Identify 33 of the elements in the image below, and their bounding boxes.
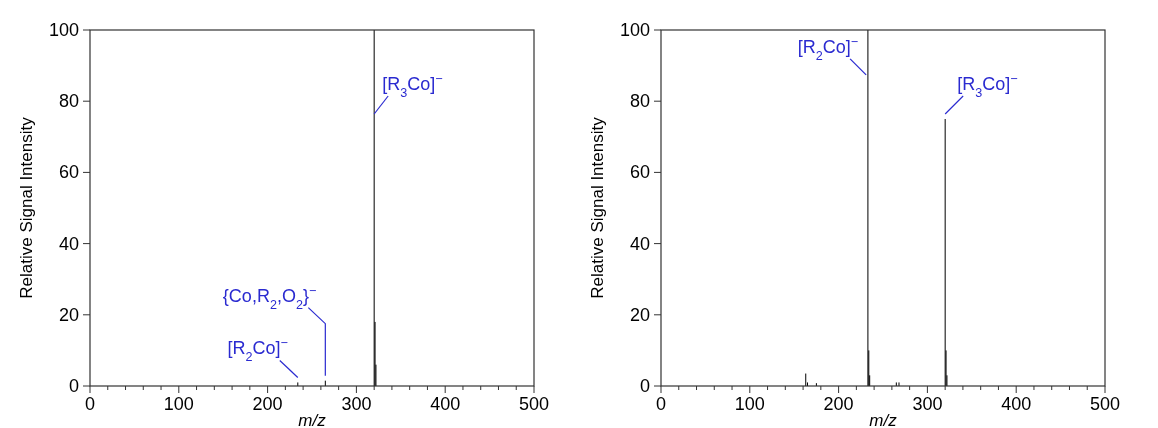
y-tick-label: 80 bbox=[58, 91, 79, 112]
x-tick-label: 500 bbox=[1089, 394, 1121, 414]
y-tick-label: 100 bbox=[48, 20, 79, 40]
y-tick-label: 100 bbox=[619, 20, 650, 40]
y-tick-label: 0 bbox=[68, 376, 79, 396]
y-tick-label: 0 bbox=[639, 376, 650, 396]
annotation: [R$_{3}$Co]$^{−}$ bbox=[957, 72, 1018, 100]
y-tick-label: 60 bbox=[58, 162, 79, 183]
x-tick-label: 0 bbox=[84, 394, 96, 414]
y-tick-label: 40 bbox=[629, 233, 650, 254]
y-tick-label: 80 bbox=[629, 91, 650, 112]
x-tick-label: 200 bbox=[823, 394, 854, 414]
x-tick-label: 100 bbox=[163, 394, 194, 414]
x-tick-label: 0 bbox=[655, 394, 667, 414]
x-axis-title: m/z bbox=[298, 411, 327, 428]
annotation: [R$_{2}$Co]$^{−}$ bbox=[227, 336, 288, 365]
annotation: {Co,R$_{2}$,O$_{2}$}$^{−}$ bbox=[222, 283, 317, 312]
y-tick-label: 40 bbox=[58, 233, 79, 254]
y-axis-title: Relative Signal Intensity bbox=[588, 116, 607, 299]
annotation: [R$_{2}$Co]$^{−}$ bbox=[797, 34, 859, 63]
annotation: [R$_{3}$Co]$^{−}$ bbox=[382, 72, 443, 100]
y-tick-label: 60 bbox=[629, 162, 650, 183]
x-tick-label: 400 bbox=[1001, 394, 1032, 414]
y-tick-label: 20 bbox=[58, 304, 79, 325]
y-tick-label: 20 bbox=[629, 304, 650, 325]
x-tick-label: 400 bbox=[430, 394, 461, 414]
x-tick-label: 200 bbox=[252, 394, 283, 414]
y-axis-title: Relative Signal Intensity bbox=[17, 116, 36, 299]
x-tick-label: 100 bbox=[734, 394, 765, 414]
x-tick-label: 300 bbox=[341, 394, 372, 414]
x-tick-label: 500 bbox=[518, 394, 550, 414]
x-axis-title: m/z bbox=[869, 411, 898, 428]
x-tick-label: 300 bbox=[912, 394, 943, 414]
